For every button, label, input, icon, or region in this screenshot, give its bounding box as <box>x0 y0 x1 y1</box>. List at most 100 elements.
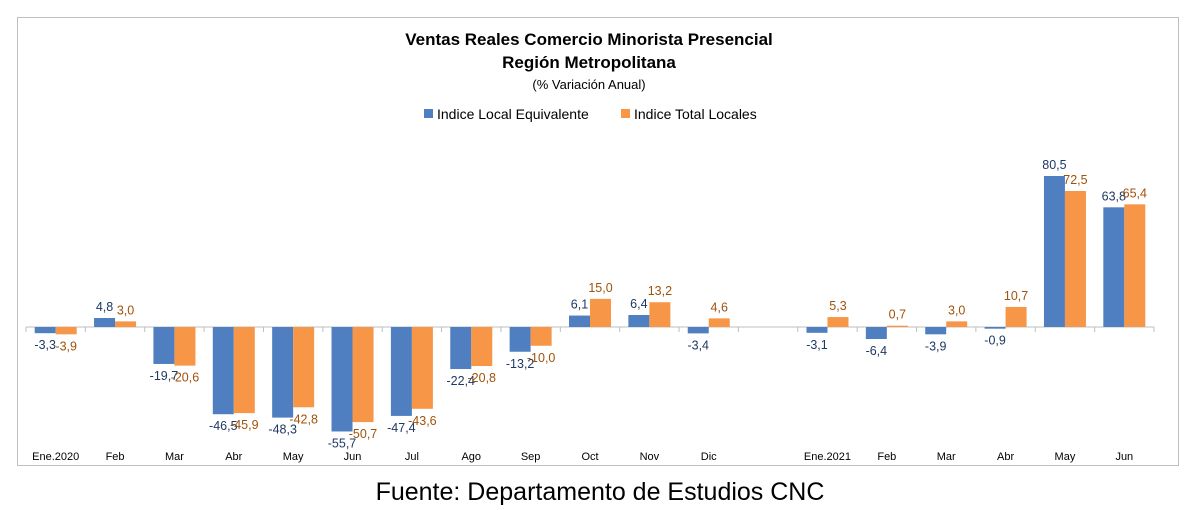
x-tick-label: Feb <box>877 451 896 463</box>
chart-title: Ventas Reales Comercio Minorista Presenc… <box>405 30 773 49</box>
data-label-series-1: -3,1 <box>806 338 828 352</box>
x-tick-label: Abr <box>997 451 1014 463</box>
data-label-series-2: -3,9 <box>55 339 77 353</box>
bar-series-1 <box>34 327 56 334</box>
bar-series-2 <box>590 298 611 327</box>
bar-series-1 <box>153 327 175 364</box>
x-tick-label: Sep <box>521 451 541 463</box>
legend-label-series-1: Indice Local Equivalente <box>437 106 589 122</box>
x-tick-label: Dic <box>701 451 717 463</box>
legend-swatch-series-2 <box>621 109 630 118</box>
bar-series-1 <box>212 327 234 415</box>
x-tick-label: Ene.2021 <box>804 451 851 463</box>
x-tick-label: May <box>1055 451 1076 463</box>
data-label-series-1: -22,4 <box>447 374 476 388</box>
source-caption: Fuente: Departamento de Estudios CNC <box>375 478 825 506</box>
data-label-series-2: 3,0 <box>117 303 134 317</box>
bar-series-2 <box>233 327 255 414</box>
data-label-series-2: -20,6 <box>171 371 200 385</box>
bar-series-1 <box>687 327 709 334</box>
bar-series-2 <box>649 302 671 327</box>
data-label-series-2: -20,8 <box>468 371 497 385</box>
x-tick-label: Abr <box>225 451 242 463</box>
bar-series-1 <box>865 327 887 340</box>
data-label-series-1: -3,3 <box>34 338 56 352</box>
bar-series-1 <box>272 327 294 418</box>
bar-series-2 <box>1064 191 1086 327</box>
data-label-series-1: 80,5 <box>1042 158 1066 172</box>
x-tick-label: Ene.2020 <box>32 451 79 463</box>
bar-series-1 <box>331 327 353 432</box>
legend-label-series-2: Indice Total Locales <box>634 106 757 122</box>
bar-series-2 <box>1124 204 1146 327</box>
data-label-series-1: -13,2 <box>506 357 535 371</box>
bar-series-1 <box>1103 207 1125 327</box>
bar-series-1 <box>628 314 650 327</box>
bar-series-2 <box>411 327 433 409</box>
data-label-series-2: 4,6 <box>711 300 728 314</box>
bar-series-1 <box>806 327 828 333</box>
bar-series-2 <box>55 327 77 335</box>
bar-series-2 <box>946 321 968 327</box>
data-label-series-2: 15,0 <box>588 281 612 295</box>
bar-series-1 <box>984 327 1006 329</box>
data-label-series-2: -45,9 <box>230 418 259 432</box>
data-label-series-2: 13,2 <box>648 284 672 298</box>
bar-series-2 <box>886 325 908 327</box>
data-label-series-2: -43,6 <box>408 414 437 428</box>
data-label-series-2: 3,0 <box>948 303 965 317</box>
data-label-series-1: -48,3 <box>268 423 297 437</box>
data-label-series-1: 63,8 <box>1102 189 1126 203</box>
chart-title-line2: Región Metropolitana <box>502 53 676 72</box>
chart: Ventas Reales Comercio Minorista Presenc… <box>25 30 1155 463</box>
plot-area: Ene.2020 -3,3 -3,9 Feb 4,8 3,0 Mar -19,7-20,6 Ab… <box>25 158 1155 463</box>
data-label-series-1: 4,8 <box>96 300 113 314</box>
chart-subtitle: (% Variación Anual) <box>532 77 645 92</box>
x-tick-label: Oct <box>581 451 598 463</box>
x-tick-label: Jun <box>1115 451 1133 463</box>
bar-series-2 <box>352 327 374 423</box>
bar-series-1 <box>925 327 947 335</box>
x-tick-label: Mar <box>165 451 184 463</box>
data-label-series-2: -50,7 <box>349 427 378 441</box>
data-label-series-2: 72,5 <box>1063 173 1087 187</box>
data-label-series-2: 65,4 <box>1123 186 1147 200</box>
bar-series-1 <box>450 327 472 370</box>
bar-series-2 <box>530 327 552 346</box>
bar-series-2 <box>115 321 137 327</box>
x-tick-label: Jul <box>405 451 419 463</box>
chart-frame: Ventas Reales Comercio Minorista Presenc… <box>17 17 1179 466</box>
x-tick-label: May <box>283 451 304 463</box>
data-label-series-1: -6,4 <box>866 344 888 358</box>
bar-series-2 <box>471 327 493 367</box>
bar-series-2 <box>293 327 315 408</box>
bar-series-2 <box>174 327 196 366</box>
data-label-series-1: 6,1 <box>571 298 588 312</box>
data-label-series-1: -3,4 <box>687 338 709 352</box>
x-tick-label: Jun <box>344 451 362 463</box>
data-label-series-2: -10,0 <box>527 351 556 365</box>
bar-series-1 <box>509 327 531 352</box>
data-label-series-2: 10,7 <box>1004 289 1028 303</box>
x-tick-label: Ago <box>461 451 481 463</box>
data-label-series-2: -42,8 <box>289 412 318 426</box>
data-label-series-1: -19,7 <box>150 369 179 383</box>
data-label-series-2: 0,7 <box>889 308 906 322</box>
legend-swatch-series-1 <box>424 109 433 118</box>
bar-series-1 <box>1043 176 1065 327</box>
legend: Indice Local Equivalente Indice Total Lo… <box>424 106 757 122</box>
data-label-series-1: -0,9 <box>984 334 1006 348</box>
data-label-series-1: -55,7 <box>328 436 357 450</box>
data-label-series-1: -47,4 <box>387 421 416 435</box>
bar-series-2 <box>708 318 730 327</box>
bar-series-1 <box>390 327 412 416</box>
bar-series-1 <box>569 315 590 327</box>
data-label-series-1: -46,5 <box>209 419 238 433</box>
x-tick-label: Nov <box>640 451 660 463</box>
data-label-series-1: 6,4 <box>630 297 647 311</box>
bar-series-1 <box>94 317 116 327</box>
data-label-series-2: 5,3 <box>829 299 846 313</box>
x-tick-label: Mar <box>937 451 956 463</box>
bar-series-2 <box>1005 306 1027 327</box>
x-tick-label: Feb <box>106 451 125 463</box>
